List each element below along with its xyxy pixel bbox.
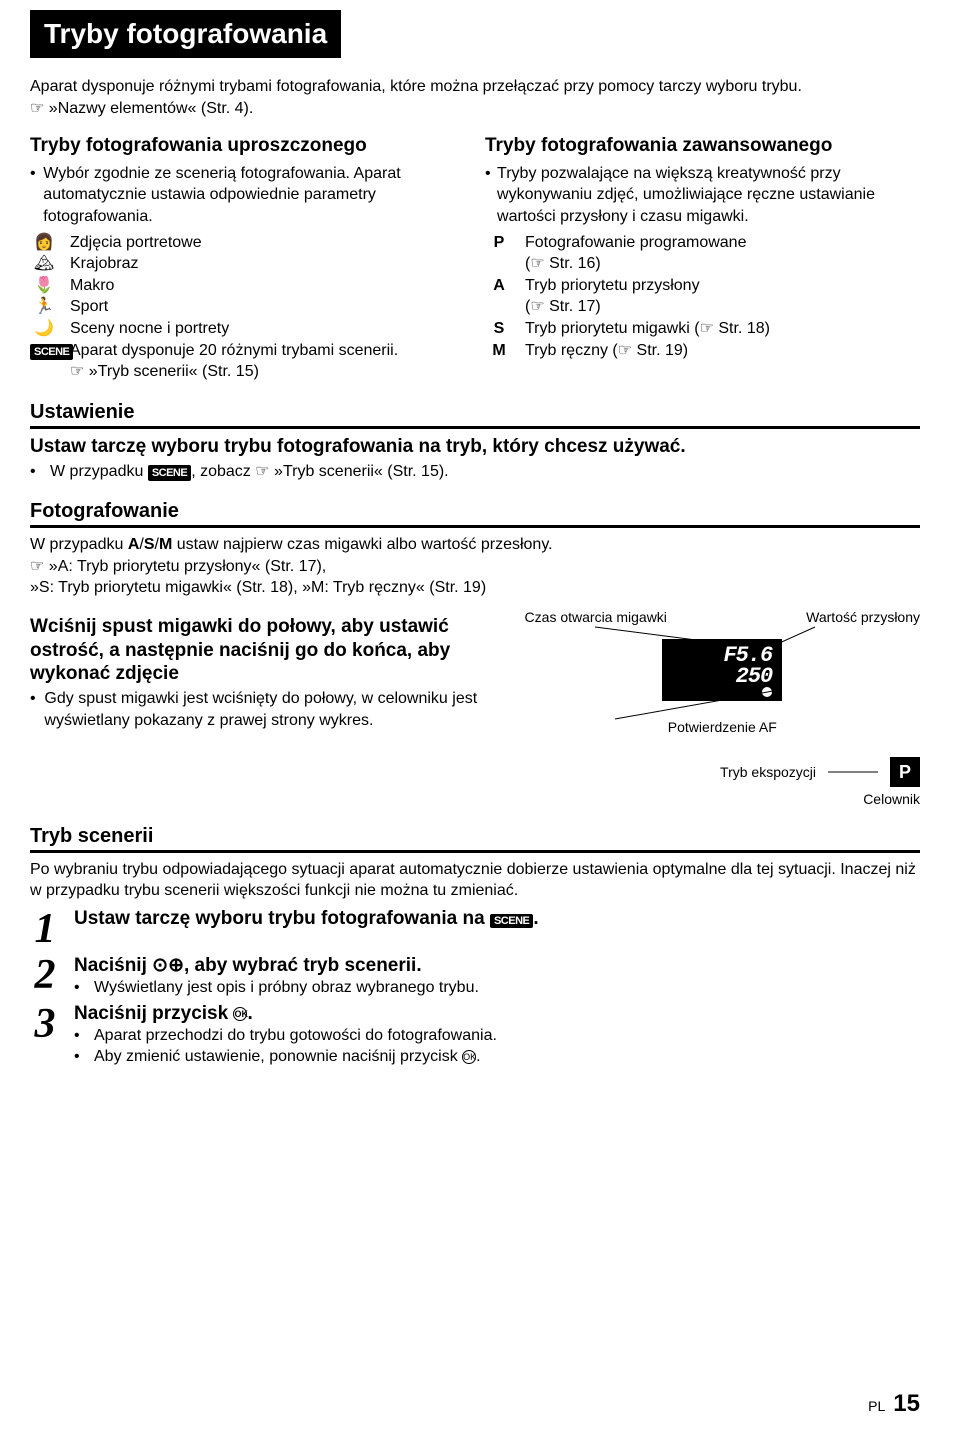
p-mode-box: P — [890, 757, 920, 787]
night-icon: 🌙 — [30, 318, 58, 340]
landscape-icon: 🏔 — [30, 253, 58, 275]
advanced-modes-heading: Tryby fotografowania zawansowanego — [485, 133, 920, 159]
scene-badge: SCENE — [30, 344, 73, 361]
sport-icon: 🏃 — [30, 296, 58, 318]
macro-icon: 🌷 — [30, 275, 58, 297]
ok-button-icon: OK — [233, 1007, 247, 1021]
page-footer: PL15 — [868, 1390, 920, 1418]
fotografowanie-heading: Fotografowanie — [30, 500, 920, 523]
advanced-modes-column: Tryby fotografowania zawansowanego •Tryb… — [485, 121, 920, 383]
shutter-instruction: Wciśnij spust migawki do połowy, aby ust… — [30, 615, 505, 686]
tryb-scenerii-intro: Po wybraniu trybu odpowiadającego sytuac… — [30, 859, 920, 902]
lcd-diagram: Czas otwarcia migawki Wartość przysłony … — [525, 609, 920, 807]
step-number: 3 — [30, 1003, 60, 1045]
step-number: 2 — [30, 954, 60, 996]
ustawienie-heading: Ustawienie — [30, 401, 920, 424]
callout-shutter: Czas otwarcia migawki — [525, 609, 667, 625]
callout-viewfinder: Celownik — [525, 791, 920, 807]
intro-text: Aparat dysponuje różnymi trybami fotogra… — [30, 76, 920, 119]
ok-button-icon: OK — [462, 1050, 476, 1064]
simple-modes-heading: Tryby fotografowania uproszczonego — [30, 133, 465, 159]
callout-exposure: Tryb ekspozycji — [720, 764, 816, 780]
ustawienie-instruction: Ustaw tarczę wyboru trybu fotografowania… — [30, 435, 920, 459]
tryb-scenerii-heading: Tryb scenerii — [30, 825, 920, 848]
portrait-icon: 👩 — [30, 232, 58, 254]
page-title: Tryby fotografowania — [30, 10, 341, 58]
step-number: 1 — [30, 908, 60, 950]
simple-modes-column: Tryby fotografowania uproszczonego •Wybó… — [30, 121, 465, 383]
callout-aperture: Wartość przysłony — [806, 609, 920, 625]
